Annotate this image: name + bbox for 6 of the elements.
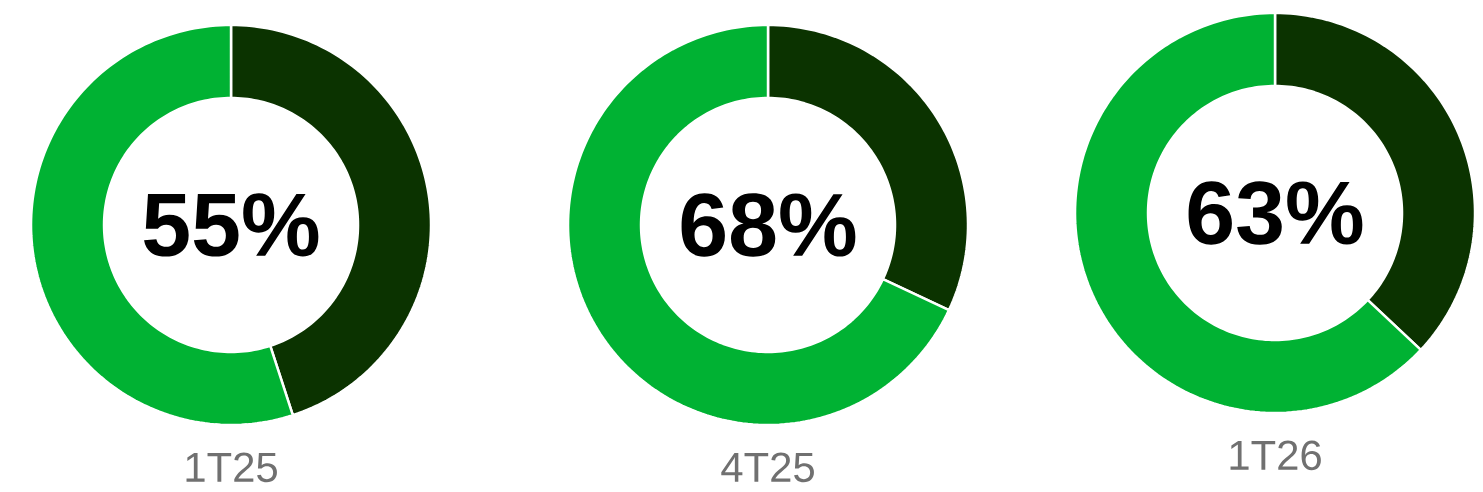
- text: 1T26: [1230, 440, 1321, 471]
- text: 68%: [681, 193, 856, 257]
- text: 63%: [1188, 181, 1363, 245]
- text: 4T25: [721, 452, 814, 483]
- text: 55%: [144, 193, 319, 257]
- text: 1T25: [186, 452, 277, 483]
